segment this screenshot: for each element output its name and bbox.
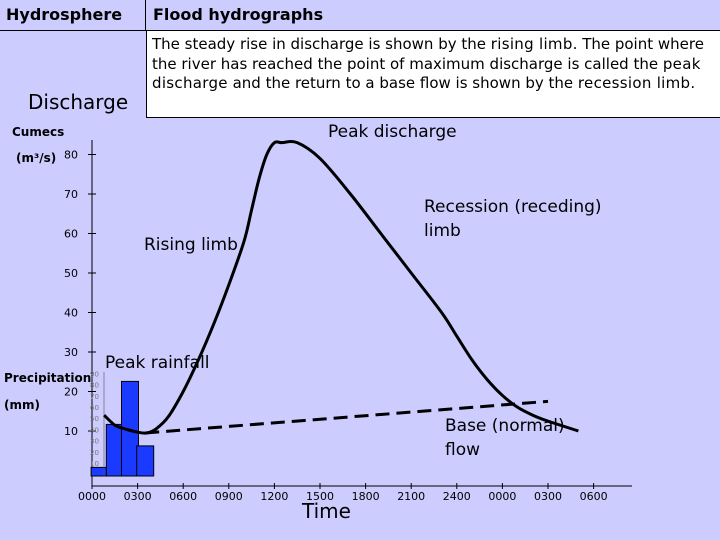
y-unit-m3s: (m³/s)	[16, 151, 57, 165]
y-unit-cumecs: Cumecs	[12, 125, 65, 139]
desc-term-recession-limb: recession limb	[577, 74, 691, 92]
x-tick-label: 2100	[397, 490, 425, 503]
x-tick-label: 0600	[580, 490, 608, 503]
y-tick-label: 20	[64, 386, 78, 399]
x-tick-label: 0000	[78, 490, 106, 503]
precip-tick-label: 10	[90, 460, 99, 468]
tab-divider	[145, 0, 146, 30]
y-tick-label: 10	[64, 425, 78, 438]
desc-term-rising-limb: rising limb	[490, 35, 573, 53]
desc-text-2: . The point where the river has reached …	[152, 35, 704, 73]
x-axis-title: Time	[302, 499, 351, 523]
label-base-flow: Base (normal) flow	[445, 416, 565, 460]
precip-tick-label: 80	[90, 382, 99, 390]
desc-text-4: .	[690, 74, 696, 92]
x-tick-label: 1500	[306, 490, 334, 503]
label-peak-rainfall: Peak rainfall	[105, 353, 210, 373]
x-tick-label: 0300	[124, 490, 152, 503]
desc-text-3: and the return to a base flow is shown b…	[227, 74, 578, 92]
precip-tick-label: 20	[90, 449, 99, 457]
base-flow-line	[145, 399, 549, 435]
precip-tick-label: 60	[90, 404, 99, 412]
x-tick-label: 2400	[443, 490, 471, 503]
precip-tick-label: 30	[90, 438, 99, 446]
discharge-curve	[103, 139, 579, 435]
label-recession-limb: Recession (receding) limb	[424, 197, 602, 241]
precip-tick-label: 70	[90, 393, 99, 401]
tab-hydrosphere[interactable]: Hydrosphere	[6, 5, 123, 24]
precip-bar	[90, 466, 109, 477]
y-tick-label: 30	[64, 346, 78, 359]
precip-tick-label: 90	[90, 370, 99, 378]
precip-tick-label: 50	[90, 415, 99, 423]
y-tick-label: 80	[64, 149, 78, 162]
x-tick-label: 0000	[488, 490, 516, 503]
description-box: The steady rise in discharge is shown by…	[146, 31, 720, 118]
x-tick-label: 0600	[169, 490, 197, 503]
header-bar: Hydrosphere Flood hydrographs	[0, 0, 720, 31]
precip-bar	[105, 423, 124, 477]
y-tick-label: 50	[64, 267, 78, 280]
precip-tick-label: 40	[90, 426, 99, 434]
precip-unit: (mm)	[4, 398, 40, 412]
desc-term-peak-discharge: peak discharge	[152, 54, 701, 93]
precip-label: Precipitation	[4, 371, 92, 385]
desc-text-1: The steady rise in discharge is shown by…	[152, 35, 491, 53]
x-tick-label: 0300	[534, 490, 562, 503]
y-tick-label: 40	[64, 307, 78, 320]
y-tick-label: 70	[64, 188, 78, 201]
label-peak-discharge: Peak discharge	[328, 122, 457, 142]
x-tick-label: 1800	[352, 490, 380, 503]
tab-flood-hydrographs[interactable]: Flood hydrographs	[153, 5, 324, 24]
y-tick-label: 60	[64, 228, 78, 241]
precip-bar	[136, 445, 155, 477]
x-tick-label: 0900	[215, 490, 243, 503]
x-tick-label: 1200	[260, 490, 288, 503]
discharge-title: Discharge	[28, 90, 129, 114]
label-rising-limb: Rising limb	[144, 235, 238, 255]
